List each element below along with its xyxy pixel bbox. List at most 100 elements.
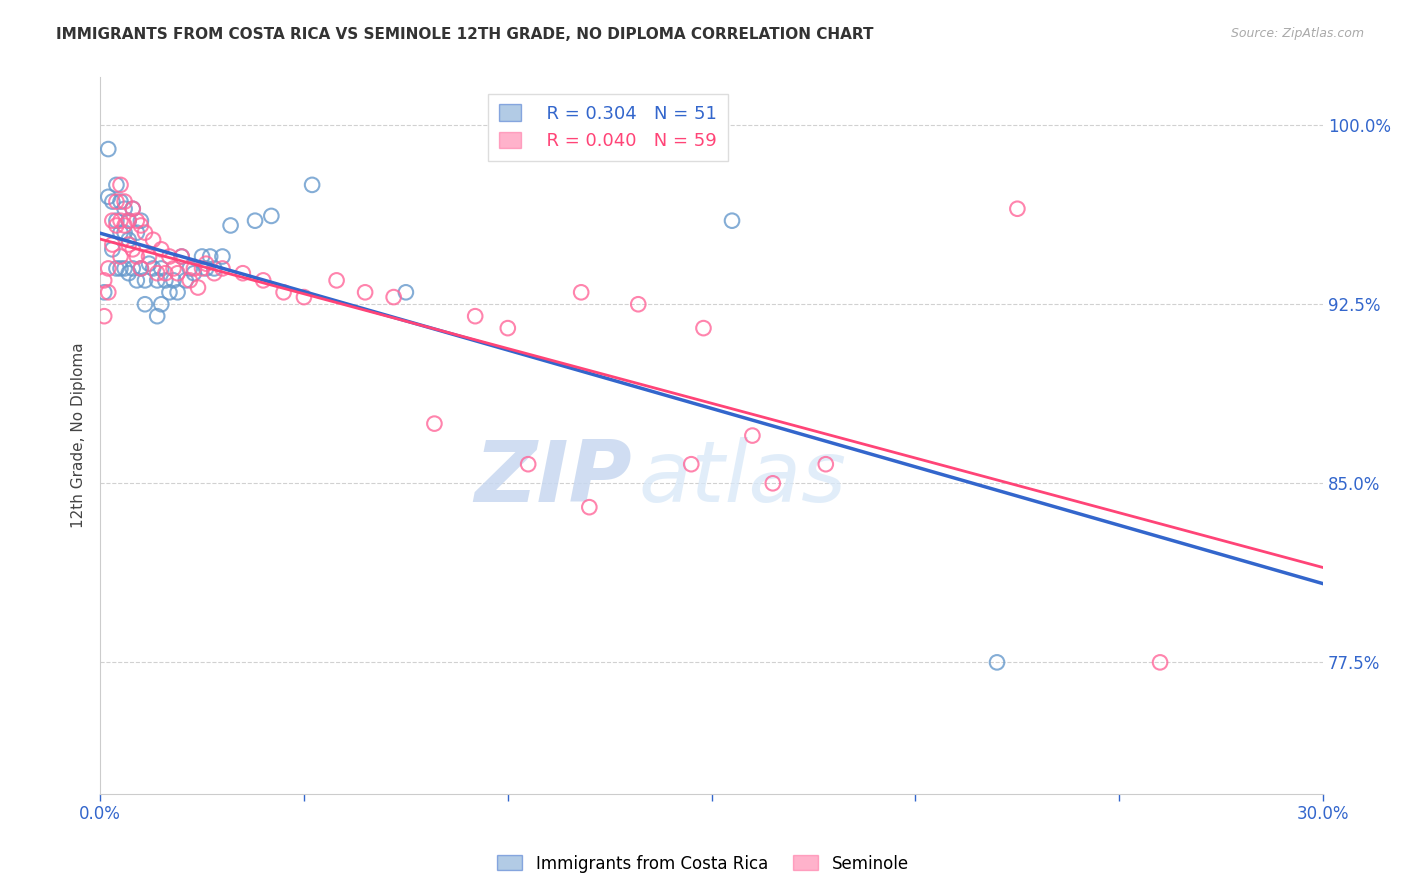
Point: [118, 237, 141, 252]
Point: [202, 266, 225, 280]
Legend: Immigrants from Costa Rica, Seminole: Immigrants from Costa Rica, Seminole: [491, 848, 915, 880]
Point: [721, 213, 744, 227]
Point: [741, 428, 763, 442]
Point: [179, 273, 201, 287]
Point: [191, 261, 214, 276]
Point: [134, 273, 156, 287]
Point: [325, 273, 347, 287]
Point: [170, 250, 193, 264]
Point: [150, 261, 173, 276]
Point: [97, 190, 120, 204]
Point: [121, 202, 143, 216]
Point: [134, 226, 156, 240]
Point: [252, 273, 274, 287]
Point: [105, 219, 128, 233]
Point: [159, 285, 181, 300]
Y-axis label: 12th Grade, No Diploma: 12th Grade, No Diploma: [72, 343, 86, 528]
Point: [110, 226, 132, 240]
Point: [692, 321, 714, 335]
Point: [195, 261, 218, 276]
Point: [125, 213, 148, 227]
Point: [125, 273, 148, 287]
Point: [129, 261, 152, 276]
Point: [1149, 656, 1171, 670]
Point: [202, 261, 225, 276]
Point: [118, 213, 141, 227]
Point: [142, 261, 165, 276]
Point: [219, 219, 242, 233]
Point: [121, 202, 143, 216]
Point: [423, 417, 446, 431]
Point: [301, 178, 323, 192]
Point: [93, 309, 115, 323]
Point: [114, 226, 136, 240]
Point: [179, 261, 201, 276]
Point: [814, 457, 837, 471]
Point: [93, 273, 115, 287]
Point: [125, 226, 148, 240]
Point: [97, 142, 120, 156]
Point: [97, 261, 120, 276]
Point: [191, 250, 214, 264]
Point: [195, 257, 218, 271]
Point: [118, 266, 141, 280]
Point: [292, 290, 315, 304]
Point: [129, 219, 152, 233]
Point: [146, 309, 169, 323]
Point: [211, 261, 233, 276]
Point: [627, 297, 650, 311]
Point: [129, 213, 152, 227]
Point: [260, 209, 283, 223]
Point: [517, 457, 540, 471]
Point: [118, 213, 141, 227]
Point: [382, 290, 405, 304]
Point: [129, 261, 152, 276]
Point: [273, 285, 295, 300]
Point: [105, 194, 128, 209]
Point: [97, 285, 120, 300]
Point: [578, 500, 600, 515]
Point: [114, 219, 136, 233]
Point: [159, 250, 181, 264]
Point: [681, 457, 703, 471]
Point: [142, 233, 165, 247]
Point: [187, 280, 209, 294]
Point: [146, 266, 169, 280]
Point: [110, 261, 132, 276]
Point: [138, 257, 160, 271]
Text: atlas: atlas: [638, 437, 846, 520]
Point: [93, 285, 115, 300]
Point: [183, 261, 205, 276]
Point: [101, 213, 124, 227]
Point: [101, 194, 124, 209]
Point: [101, 237, 124, 252]
Point: [105, 213, 128, 227]
Point: [232, 266, 254, 280]
Point: [166, 285, 188, 300]
Point: [121, 243, 143, 257]
Point: [1007, 202, 1029, 216]
Point: [101, 243, 124, 257]
Point: [155, 273, 177, 287]
Point: [114, 202, 136, 216]
Text: IMMIGRANTS FROM COSTA RICA VS SEMINOLE 12TH GRADE, NO DIPLOMA CORRELATION CHART: IMMIGRANTS FROM COSTA RICA VS SEMINOLE 1…: [56, 27, 873, 42]
Point: [110, 194, 132, 209]
Point: [496, 321, 519, 335]
Point: [150, 297, 173, 311]
Point: [155, 266, 177, 280]
Point: [183, 266, 205, 280]
Point: [114, 261, 136, 276]
Point: [211, 250, 233, 264]
Point: [150, 243, 173, 257]
Point: [243, 213, 266, 227]
Point: [162, 261, 184, 276]
Point: [170, 250, 193, 264]
Text: Source: ZipAtlas.com: Source: ZipAtlas.com: [1230, 27, 1364, 40]
Legend:   R = 0.304   N = 51,   R = 0.040   N = 59: R = 0.304 N = 51, R = 0.040 N = 59: [488, 94, 728, 161]
Point: [118, 233, 141, 247]
Point: [464, 309, 486, 323]
Point: [138, 250, 160, 264]
Point: [354, 285, 377, 300]
Point: [125, 250, 148, 264]
Point: [200, 250, 222, 264]
